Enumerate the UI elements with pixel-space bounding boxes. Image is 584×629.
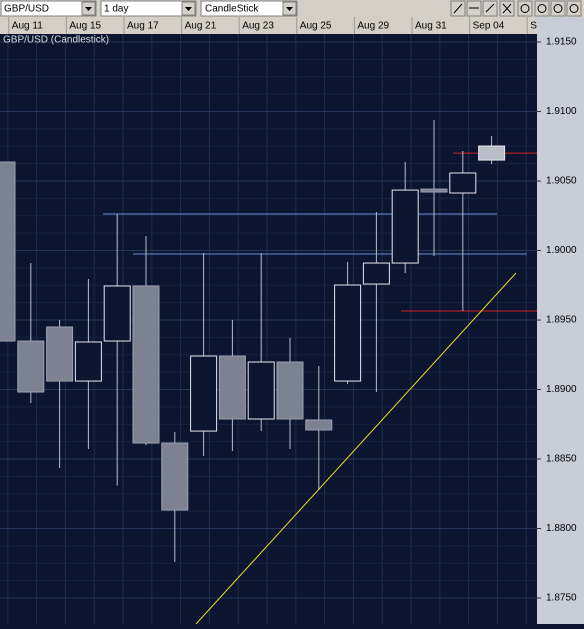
candle-body-down <box>46 326 74 382</box>
interval-text: 1 day <box>104 4 128 15</box>
y-tick-label: 1.8950 <box>546 315 577 326</box>
x-tick-label: Sep 04 <box>473 21 505 32</box>
candle-body-down <box>17 340 45 393</box>
y-tick-label: 1.8900 <box>546 384 577 395</box>
icon <box>569 4 579 13</box>
y-tick-label: 1.9100 <box>546 106 577 117</box>
x-tick-label: Aug 21 <box>185 21 217 32</box>
candle-body-up <box>103 285 131 342</box>
y-axis-panel <box>537 17 584 624</box>
candle-body-up <box>478 145 506 161</box>
candle-body-up <box>247 361 275 420</box>
candle-body-up <box>362 262 390 285</box>
x-tick-label: S <box>530 21 537 32</box>
y-tick-label: 1.8850 <box>546 454 577 465</box>
style-text: CandleStick <box>205 4 259 15</box>
candle-body-down <box>218 355 246 420</box>
dropdown-arrow <box>185 7 192 11</box>
help-button[interactable] <box>566 0 582 17</box>
x-axis: Aug 11 Aug 15 Aug 17 Aug 21 Aug 23 Aug 25 Aug … <box>8 17 537 34</box>
y-tick-label: 1.9150 <box>546 37 577 48</box>
zoom-out-button[interactable] <box>550 0 566 17</box>
candle-body-up <box>334 284 362 382</box>
y-axis: 1.9150 1.9100 1.9050 1.9000 1.8950 1.8900 1.88… <box>537 37 577 604</box>
x-tick-label: Aug 15 <box>69 21 101 32</box>
x-tick-label: Aug 29 <box>357 21 389 32</box>
candle-body-up <box>190 355 218 432</box>
dropdown-arrow <box>286 7 293 11</box>
icon <box>485 3 495 13</box>
candle-body-down <box>132 285 160 444</box>
y-tick-label: 1.8800 <box>546 523 577 534</box>
x-tick-label: Aug 11 <box>12 21 43 32</box>
tool-buttons <box>450 0 582 17</box>
candle-body-down <box>276 361 304 420</box>
candle-body-up <box>391 189 419 264</box>
marks <box>0 120 537 563</box>
icon <box>453 3 463 14</box>
y-tick-label: 1.8750 <box>546 593 577 604</box>
candle-body-down <box>420 188 448 193</box>
x-tick-label: Aug 17 <box>127 21 159 32</box>
candle-body-up <box>449 172 477 194</box>
chart-title: GBP/USD (Candlestick) <box>3 35 109 46</box>
icon <box>553 4 563 13</box>
trend-line <box>195 272 517 625</box>
x-tick-label: Aug 31 <box>415 21 447 32</box>
date-header <box>0 17 537 34</box>
settings-button[interactable] <box>517 0 533 17</box>
zoom-in-button[interactable] <box>534 0 550 17</box>
candle-body-up <box>74 341 102 382</box>
y-tick-label: 1.9050 <box>546 176 577 187</box>
symbol-text: GBP/USD <box>4 4 49 15</box>
candle-body-down <box>305 419 333 431</box>
dropdown-arrow <box>85 7 92 11</box>
candle-body-down <box>161 442 189 511</box>
candle-body-down <box>0 161 16 342</box>
icon <box>537 4 547 13</box>
y-tick-label: 1.9000 <box>546 245 577 256</box>
icon <box>502 3 512 14</box>
interval-select[interactable] <box>100 0 197 17</box>
x-tick-label: Aug 23 <box>242 21 274 32</box>
style-select[interactable] <box>200 0 298 17</box>
x-tick-label: Aug 25 <box>300 21 332 32</box>
symbol-select[interactable] <box>0 0 97 17</box>
icon <box>520 4 530 13</box>
